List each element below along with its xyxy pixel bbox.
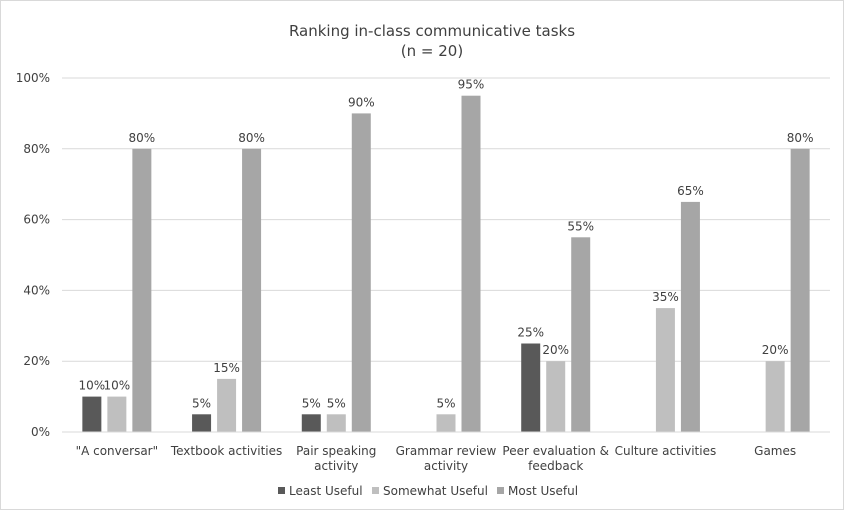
data-label: 5% [327,396,346,410]
x-tick-label: Culture activities [615,444,717,458]
legend-swatch [497,487,504,494]
x-tick-label: Textbook activities [170,444,282,458]
x-tick-label: activity [424,459,468,473]
legend-label: Least Useful [289,484,363,498]
y-tick-label: 0% [31,425,50,439]
bar-5-1 [655,308,675,432]
bar-6-2 [790,148,810,433]
y-tick-label: 80% [23,142,50,156]
data-label: 5% [192,396,211,410]
bar-0-0 [82,396,102,432]
bar-4-1 [546,361,566,432]
data-label: 5% [436,396,455,410]
data-label: 20% [542,343,569,357]
x-tick-label: activity [314,459,358,473]
bar-0-1 [107,396,127,432]
bar-5-2 [680,201,700,432]
bar-2-1 [326,414,346,432]
data-labels: 10%10% 80% 5% 15% 80% 5% 5% 90% 5% 95% 25% 20% 55% 35… [79,78,814,411]
chart-subtitle: (n = 20) [401,42,463,60]
data-label: 95% [458,78,485,92]
bar-1-2 [242,148,262,433]
data-label: 10% [104,379,131,393]
data-label: 80% [787,131,814,145]
bars [82,95,810,433]
y-tick-label: 100% [16,71,50,85]
legend-swatch [372,487,379,494]
data-label: 65% [677,184,704,198]
bar-2-0 [301,414,321,432]
bar-3-2 [461,95,481,432]
bar-2-2 [351,113,371,433]
legend-label: Somewhat Useful [383,484,488,498]
legend-swatch [278,487,285,494]
bar-0-2 [132,148,152,433]
y-tick-label: 20% [23,354,50,368]
data-label: 55% [567,219,594,233]
y-axis: 0% 20% 40% 60% 80% 100% [16,71,50,439]
legend-label: Most Useful [508,484,578,498]
data-label: 20% [762,343,789,357]
data-label: 90% [348,95,375,109]
x-tick-label: feedback [528,459,583,473]
data-label: 35% [652,290,679,304]
data-label: 80% [238,131,265,145]
bar-1-0 [192,414,212,432]
gridlines [62,77,830,433]
data-label: 15% [213,361,240,375]
bar-4-0 [521,343,541,432]
x-tick-label: Peer evaluation & [502,444,609,458]
x-tick-label: Grammar review [396,444,497,458]
bar-4-2 [571,237,591,432]
data-label: 80% [129,131,156,145]
y-tick-label: 60% [23,213,50,227]
data-label: 10% [79,379,106,393]
data-label: 25% [517,326,544,340]
y-tick-label: 40% [23,283,50,297]
x-axis: "A conversar" Textbook activities Pair spe… [62,431,830,473]
bar-1-1 [217,378,237,432]
legend: Least Useful Somewhat Useful Most Useful [278,484,578,498]
x-tick-label: "A conversar" [76,444,159,458]
chart-title: Ranking in-class communicative tasks [289,22,575,40]
x-tick-label: Pair speaking [296,444,376,458]
bar-3-1 [436,414,456,432]
data-label: 5% [302,396,321,410]
bar-6-1 [765,361,785,432]
x-tick-label: Games [754,444,796,458]
